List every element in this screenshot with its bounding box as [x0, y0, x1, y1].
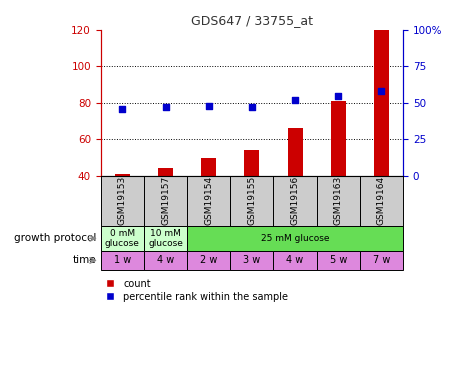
Bar — [245, 150, 259, 176]
Text: 3 w: 3 w — [243, 255, 261, 266]
Bar — [187, 226, 403, 251]
Legend: count, percentile rank within the sample: count, percentile rank within the sample — [106, 279, 288, 302]
Bar — [115, 174, 130, 176]
Bar — [331, 101, 346, 176]
Bar — [230, 176, 273, 226]
Text: 10 mM
glucose: 10 mM glucose — [148, 229, 183, 248]
Bar — [158, 168, 173, 176]
Text: 5 w: 5 w — [330, 255, 347, 266]
Text: 1 w: 1 w — [114, 255, 131, 266]
Bar — [273, 251, 316, 270]
Bar — [101, 176, 144, 226]
Bar — [230, 251, 273, 270]
Text: 2 w: 2 w — [200, 255, 218, 266]
Point — [378, 88, 385, 94]
Bar — [144, 251, 187, 270]
Text: 0 mM
glucose: 0 mM glucose — [105, 229, 140, 248]
Point — [162, 104, 169, 110]
Bar — [187, 176, 230, 226]
Bar — [101, 251, 144, 270]
Text: 7 w: 7 w — [373, 255, 390, 266]
Bar — [101, 226, 144, 251]
Bar — [201, 158, 216, 176]
Text: 4 w: 4 w — [286, 255, 304, 266]
Text: time: time — [72, 255, 96, 266]
Text: GSM19157: GSM19157 — [161, 176, 170, 225]
Point — [248, 104, 256, 110]
Bar — [316, 176, 360, 226]
Point — [205, 103, 213, 109]
Text: GSM19154: GSM19154 — [204, 176, 213, 225]
Point — [335, 93, 342, 99]
Text: GSM19156: GSM19156 — [290, 176, 300, 225]
Text: GSM19153: GSM19153 — [118, 176, 127, 225]
Bar — [187, 251, 230, 270]
Point — [291, 97, 299, 103]
Bar — [288, 128, 303, 176]
Bar — [374, 30, 389, 176]
Bar — [316, 251, 360, 270]
Text: GSM19155: GSM19155 — [247, 176, 256, 225]
Bar — [144, 176, 187, 226]
Text: GSM19164: GSM19164 — [377, 176, 386, 225]
Bar — [360, 176, 403, 226]
Title: GDS647 / 33755_at: GDS647 / 33755_at — [191, 15, 313, 27]
Point — [119, 106, 126, 112]
Text: growth protocol: growth protocol — [14, 233, 96, 243]
Bar — [144, 226, 187, 251]
Bar — [273, 176, 316, 226]
Text: GSM19163: GSM19163 — [334, 176, 343, 225]
Text: 4 w: 4 w — [157, 255, 174, 266]
Bar — [360, 251, 403, 270]
Text: 25 mM glucose: 25 mM glucose — [261, 234, 329, 243]
